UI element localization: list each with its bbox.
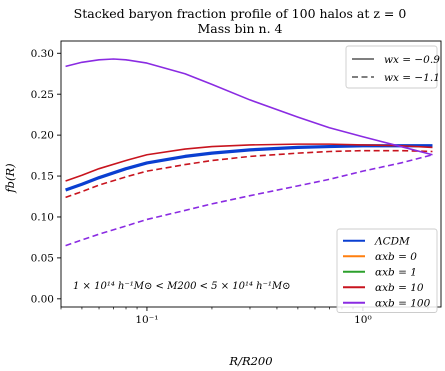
y-tick-label-6: 0.30 (31, 48, 54, 60)
legend-bottom-label-2: αxb = 1 (375, 267, 417, 279)
x-tick-label-1: 10⁰ (354, 314, 372, 326)
legend-top-box (345, 45, 438, 89)
series-line-2 (65, 149, 433, 199)
series-line-4 (65, 153, 433, 247)
plot-area (65, 58, 433, 247)
legend-bottom-box (336, 228, 438, 313)
x-tick-label-0: 10⁻¹ (135, 314, 158, 326)
y-tick-label-2: 0.10 (31, 212, 54, 224)
chart-subtitle: Mass bin n. 4 (197, 21, 282, 36)
y-tick-label-4: 0.20 (31, 130, 54, 142)
series-line-3 (65, 58, 433, 156)
legend-top-label-0: wx = −0.9 (384, 54, 440, 66)
ticks: 0.00 0.05 0.10 0.15 0.20 0.25 0.30 10⁻¹ 10⁰ (31, 48, 429, 326)
legend-models: ΛCDM αxb = 0 αxb = 1 αxb = 10 αxb = 100 (336, 228, 438, 313)
y-tick-label-0: 0.00 (31, 293, 54, 305)
series-line-0 (65, 144, 433, 192)
legend-bottom-label-3: αxb = 10 (375, 282, 424, 294)
legend-bottom-label-0: ΛCDM (374, 236, 410, 248)
y-axis-label: fb(R) (3, 163, 17, 193)
axes-frame (60, 40, 442, 308)
y-tick-label-3: 0.15 (31, 171, 54, 183)
axes (60, 40, 442, 308)
legend-linestyle: wx = −0.9 wx = −1.1 (345, 45, 440, 89)
chart-title: Stacked baryon fraction profile of 100 h… (74, 6, 407, 21)
y-tick-label-1: 0.05 (31, 252, 54, 264)
mass-range-annotation: 1 × 10¹⁴ h⁻¹M⊙ < M200 < 5 × 10¹⁴ h⁻¹M⊙ (73, 281, 291, 292)
x-axis-label: R/R200 (228, 354, 272, 368)
legend-bottom-label-4: αxb = 100 (375, 298, 431, 310)
y-tick-label-5: 0.25 (31, 89, 54, 101)
series-line-1 (65, 143, 433, 182)
legend-bottom-label-1: αxb = 0 (375, 251, 417, 263)
legend-top-label-1: wx = −1.1 (384, 72, 440, 84)
